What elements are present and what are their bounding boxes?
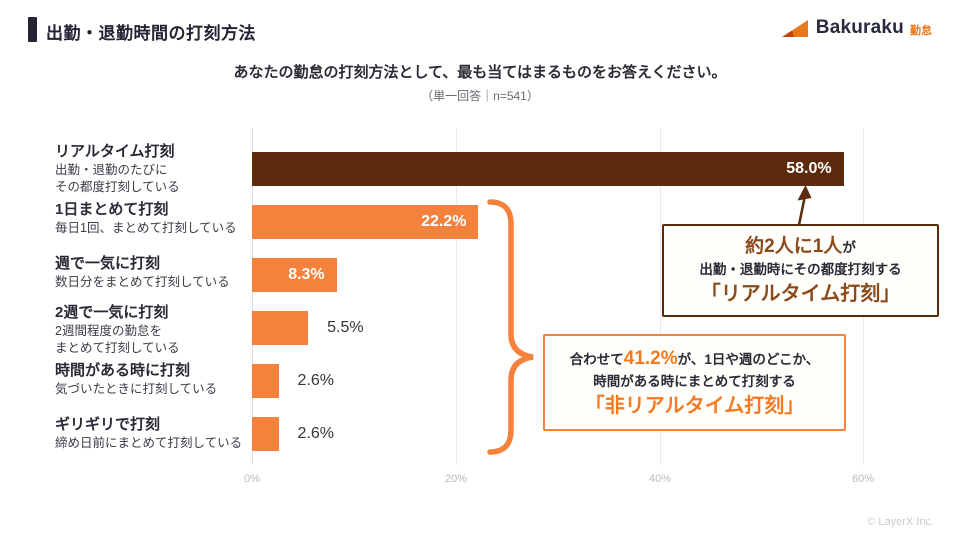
- category-realtime: リアルタイム打刻 出勤・退勤のたびに その都度打刻している: [55, 142, 251, 196]
- category-biweekly: 2週で一気に打刻 2週間程度の勤怠を まとめて打刻している: [55, 303, 251, 357]
- category-title: リアルタイム打刻: [55, 143, 175, 160]
- category-title: ギリギリで打刻: [55, 416, 161, 433]
- bar-row-daily: 22.2%: [252, 205, 864, 239]
- bar-row-realtime: 58.0%: [252, 152, 864, 186]
- callout-line-2: 時間がある時にまとめて打刻する: [593, 374, 796, 390]
- curly-brace: [487, 199, 534, 455]
- bar-value-label: 2.6%: [297, 425, 334, 442]
- bar-row-whenever: 2.6%: [252, 364, 864, 398]
- bar-realtime: 58.0%: [252, 152, 844, 186]
- callout-line-3: 「非リアルタイム打刻」: [584, 395, 805, 418]
- callout-line-3: 「リアルタイム打刻」: [700, 283, 901, 306]
- callout-line-2: 出勤・退勤時にその都度打刻する: [699, 262, 902, 278]
- category-desc: 出勤・退勤のたびに その都度打刻している: [55, 163, 180, 194]
- survey-note: （単一回答｜n=541）: [421, 89, 539, 103]
- bar-biweekly: [252, 311, 309, 345]
- category-desc: 毎日1回、まとめて打刻している: [55, 221, 237, 235]
- bar-value-label: 58.0%: [786, 160, 832, 177]
- bar-row-weekly: 8.3%: [252, 258, 864, 292]
- bar-value-label: 22.2%: [421, 213, 467, 230]
- category-title: 2週で一気に打刻: [55, 304, 169, 321]
- bar-value-label: 8.3%: [288, 266, 325, 283]
- callout-realtime: 約2人に1人が 出勤・退勤時にその都度打刻する 「リアルタイム打刻」: [662, 224, 939, 317]
- bar-whenever: [252, 364, 279, 398]
- survey-question: あなたの勤怠の打刻方法として、最も当てはまるものをお答えください。: [233, 64, 727, 81]
- x-tick-40: 40%: [648, 473, 672, 485]
- callout-non-realtime: 合わせて41.2%が、1日や週のどこか、 時間がある時にまとめて打刻する 「非リ…: [543, 334, 846, 431]
- bar-lastminute: [252, 417, 279, 451]
- bakuraku-triangle-icon: [781, 20, 808, 37]
- callout-line-1: 合わせて41.2%が、1日や週のどこか、: [569, 347, 820, 369]
- bar-weekly: 8.3%: [252, 258, 337, 292]
- category-title: 1日まとめて打刻: [55, 201, 169, 218]
- bakuraku-logo: Bakuraku 勤怠: [780, 17, 932, 39]
- category-lastminute: ギリギリで打刻 締め日前にまとめて打刻している: [55, 415, 251, 452]
- category-whenever: 時間がある時に打刻 気づいたときに打刻している: [55, 361, 251, 398]
- category-desc: 締め日前にまとめて打刻している: [55, 436, 243, 450]
- category-title: 週で一気に打刻: [55, 255, 161, 272]
- callout-line-1: 約2人に1人が: [745, 235, 856, 257]
- gridline-20: [456, 128, 457, 465]
- callout-arrow: [797, 185, 812, 226]
- page-title: 出勤・退勤時間の打刻方法: [46, 24, 256, 43]
- category-weekly: 週で一気に打刻 数日分をまとめて打刻している: [55, 254, 251, 291]
- gridline-40: [660, 128, 661, 465]
- x-tick-60: 60%: [851, 473, 875, 485]
- title-accent-bar: [28, 17, 37, 42]
- bar-chart-plot: 58.0% 22.2% 8.3% 5.5% 2.6% 2.6% 0% 20% 4…: [244, 128, 874, 485]
- x-tick-0: 0%: [244, 473, 260, 485]
- bar-daily: 22.2%: [252, 205, 479, 239]
- x-tick-20: 20%: [444, 473, 468, 485]
- gridline-0: [252, 128, 253, 465]
- bar-row-biweekly: 5.5%: [252, 311, 864, 345]
- category-title: 時間がある時に打刻: [55, 362, 191, 379]
- logo-product-text: 勤怠: [910, 24, 932, 37]
- bar-value-label: 2.6%: [297, 372, 334, 389]
- category-daily: 1日まとめて打刻 毎日1回、まとめて打刻している: [55, 200, 251, 237]
- category-desc: 数日分をまとめて打刻している: [55, 275, 230, 289]
- category-desc: 2週間程度の勤怠を まとめて打刻している: [55, 324, 180, 355]
- logo-brand-text: Bakuraku: [815, 17, 904, 38]
- category-desc: 気づいたときに打刻している: [55, 382, 218, 396]
- bar-value-label: 5.5%: [327, 319, 364, 336]
- bar-row-lastminute: 2.6%: [252, 417, 864, 451]
- copyright-text: © LayerX Inc.: [867, 516, 934, 528]
